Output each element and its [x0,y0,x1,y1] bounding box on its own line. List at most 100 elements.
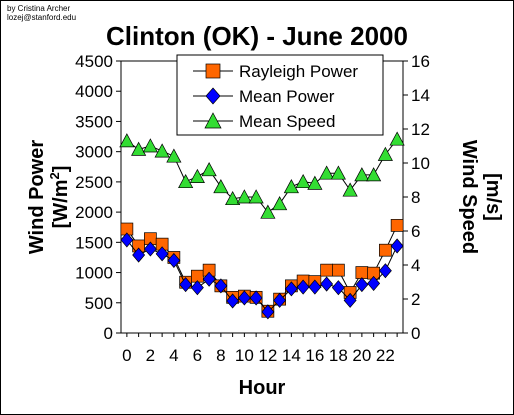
x-tick-label: 20 [352,346,371,365]
series-point-2 [377,146,393,161]
y-right-tick-label: 4 [411,256,420,275]
series-point-2 [166,148,182,163]
series-point-2 [307,175,323,190]
y-left-tick-label: 3000 [75,143,113,162]
series-point-1 [284,281,298,297]
series-point-1 [120,232,134,248]
series-point-0 [332,263,345,277]
y-left-tick-label: 3500 [75,112,113,131]
y-left-tick-label: 1000 [75,264,113,283]
series-point-2 [272,196,288,211]
y-axis-left-unit-sup: 2 [47,172,62,179]
series-point-1 [261,304,275,320]
series-point-1 [355,277,369,293]
series-point-0 [390,219,404,232]
y-left-tick-label: 0 [104,324,113,343]
x-tick-label: 22 [376,346,395,365]
y-right-tick-label: 2 [411,290,420,309]
legend-label: Rayleigh Power [239,62,358,81]
y-left-tick-label: 1500 [75,233,113,252]
series-point-2 [178,173,194,189]
series-point-2 [354,167,370,182]
y-right-tick-label: 0 [411,324,420,343]
series-point-1 [331,280,345,296]
credit-email: lozej@stanford.edu [7,13,77,22]
series-point-1 [155,246,169,262]
series-point-2 [213,179,229,194]
chart-title: Clinton (OK) - June 2000 [106,21,408,51]
series-point-2 [131,141,147,156]
series-point-1 [167,252,181,269]
y-left-tick-label: 4000 [75,82,113,101]
x-tick-label: 14 [282,346,301,365]
series-point-2 [248,189,264,204]
series-point-2 [342,182,358,197]
y-right-tick-label: 6 [411,222,420,241]
series-point-2 [295,173,311,189]
y-axis-left-unit-prefix: [W/m [50,180,72,229]
series-point-1 [214,278,228,294]
series-point-1 [249,290,263,306]
y-right-tick-label: 12 [411,120,430,139]
legend-label: Mean Speed [239,112,335,131]
series-point-2 [201,162,217,177]
series-point-1 [343,292,357,308]
series-point-0 [320,263,333,277]
series-point-1 [390,238,404,254]
y-axis-left-unit: [W/m2] [47,166,72,229]
y-axis-right-label: Wind Speed [458,140,480,254]
x-tick-label: 2 [146,346,155,365]
series-point-1 [190,280,204,296]
y-axis-right-unit: [m/s] [482,173,504,221]
x-tick-label: 12 [258,346,277,365]
series-point-2 [236,189,252,204]
legend-marker [205,63,221,79]
x-tick-label: 6 [193,346,202,365]
y-right-tick-label: 16 [411,52,430,71]
series-point-0 [355,266,369,279]
series-point-1 [296,279,310,295]
series-point-1 [378,263,392,279]
y-right-tick-label: 8 [411,188,420,207]
series-point-1 [367,275,381,291]
series-point-2 [283,179,299,194]
series-point-1 [226,293,240,309]
series-point-2 [260,204,276,219]
series-point-1 [202,271,216,287]
y-left-tick-label: 500 [85,294,113,313]
x-axis-label: Hour [239,377,286,399]
series-point-1 [320,276,334,292]
x-tick-label: 0 [122,346,131,365]
y-right-tick-label: 14 [411,86,430,105]
y-axis-left-label: Wind Power [26,140,48,254]
legend-label: Mean Power [239,87,335,106]
series-point-1 [179,277,193,293]
series-point-1 [143,241,157,257]
series-point-1 [308,279,322,295]
credit-author: by Cristina Archer [7,4,71,13]
series-point-1 [273,292,287,308]
y-axis-left-label-main: Wind Power [26,140,48,254]
x-tick-label: 16 [305,346,324,365]
x-tick-label: 8 [216,346,225,365]
series-point-2 [225,190,241,206]
y-left-tick-label: 2000 [75,203,113,222]
series-point-2 [119,133,135,148]
series-point-2 [330,165,346,180]
x-tick-label: 10 [235,346,254,365]
series-point-2 [366,167,382,182]
series-point-2 [389,131,405,146]
x-tick-label: 4 [169,346,178,365]
legend-marker [205,87,221,105]
series-point-2 [154,143,170,158]
x-tick-label: 18 [329,346,348,365]
y-axis-left-unit-suffix: ] [50,166,72,173]
series-point-1 [132,247,146,263]
series-point-2 [319,165,335,180]
y-left-tick-label: 4500 [75,52,113,71]
series-point-2 [142,138,158,153]
series-point-1 [237,290,251,306]
legend-marker [204,112,222,129]
y-left-tick-label: 2500 [75,173,113,192]
